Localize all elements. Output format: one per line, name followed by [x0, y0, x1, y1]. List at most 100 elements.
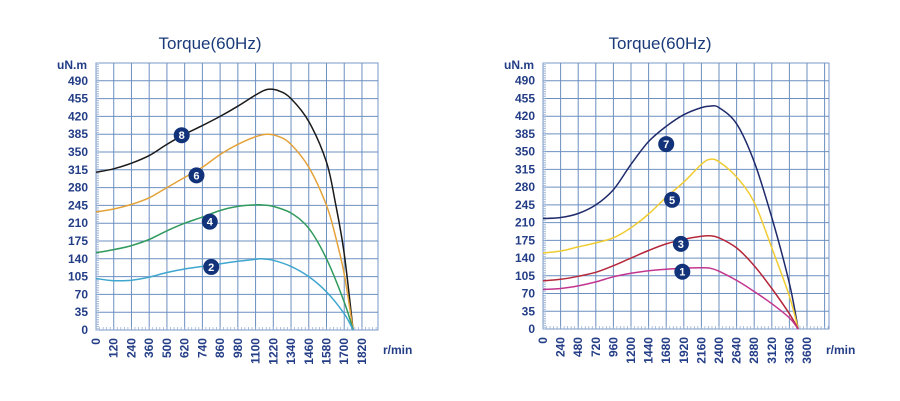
badge-circle — [672, 235, 689, 252]
y-tick-label: 315 — [515, 162, 535, 176]
x-tick-label: 1820 — [355, 338, 369, 365]
badge-circle — [188, 167, 205, 184]
x-tick-label: 0 — [536, 337, 550, 344]
y-tick-label: 490 — [68, 74, 88, 88]
x-tick-label: 1580 — [319, 338, 333, 365]
x-tick-label: 1100 — [249, 338, 263, 364]
x-tick-label: 740 — [195, 338, 209, 358]
y-tick-label: 350 — [515, 145, 535, 159]
plot-frame — [95, 62, 379, 331]
x-tick-label: 980 — [231, 338, 245, 358]
x-tick-label: 240 — [124, 338, 138, 358]
badge-label: 2 — [208, 262, 214, 274]
x-tick-label: 1200 — [624, 337, 638, 364]
x-tick-label: 860 — [213, 338, 227, 358]
chart-title: Torque(60Hz) — [159, 34, 262, 53]
curve-3-badge: 3 — [672, 235, 689, 252]
x-tick-label: 2400 — [712, 337, 726, 364]
y-tick-label: 490 — [515, 74, 535, 88]
y-tick-label: 140 — [68, 252, 88, 266]
y-tick-label: 140 — [515, 251, 535, 265]
x-tick-label: 120 — [107, 338, 121, 358]
y-tick-label: 280 — [68, 181, 88, 195]
plot-frame — [542, 62, 830, 330]
y-tick-label: 70 — [522, 287, 536, 301]
grid — [95, 62, 379, 331]
badge-label: 8 — [179, 130, 185, 142]
x-tick-label: 2880 — [747, 337, 761, 364]
y-tick-label: 280 — [515, 180, 535, 194]
x-tick-label: 1440 — [642, 337, 656, 364]
y-tick-label: 315 — [68, 163, 88, 177]
x-tick-label: 2160 — [694, 337, 708, 364]
badge-circle — [658, 136, 675, 153]
y-tick-label: 105 — [68, 270, 88, 284]
y-tick-label: 70 — [75, 287, 89, 301]
x-tick-label: 3120 — [765, 337, 779, 364]
x-tick-label: 480 — [571, 337, 585, 357]
x-tick-label: 500 — [160, 338, 174, 358]
x-axis-unit: r/min — [383, 343, 412, 357]
x-tick-label: 1460 — [302, 338, 316, 365]
y-tick-label: 420 — [68, 109, 88, 123]
badge-circle — [203, 258, 220, 275]
y-tick-label: 420 — [515, 109, 535, 123]
y-tick-label: 455 — [68, 92, 88, 106]
series-8-curve — [95, 88, 354, 331]
x-tick-label: 1340 — [284, 338, 298, 365]
badge-label: 7 — [663, 139, 669, 151]
badge-circle — [173, 127, 190, 144]
y-tick-label: 0 — [81, 323, 88, 337]
y-tick-label: 350 — [68, 145, 88, 159]
curve-4-badge: 4 — [201, 213, 218, 230]
grid — [542, 62, 830, 330]
series-7-curve — [542, 104, 799, 330]
series-6-curve — [95, 133, 354, 331]
y-tick-label: 35 — [522, 304, 536, 318]
y-tick-label: 245 — [515, 198, 535, 212]
series-2-curve — [95, 257, 354, 331]
badge-circle — [674, 263, 691, 280]
y-tick-label: 385 — [515, 127, 535, 141]
curve-5-badge: 5 — [664, 191, 681, 208]
badge-label: 3 — [678, 239, 684, 251]
badge-label: 4 — [207, 217, 214, 229]
badge-label: 5 — [669, 195, 675, 207]
x-tick-label: 360 — [142, 338, 156, 358]
y-tick-label: 245 — [68, 198, 88, 212]
y-tick-label: 0 — [528, 322, 535, 336]
y-tick-label: 210 — [68, 216, 88, 230]
y-tick-label: 210 — [515, 216, 535, 230]
badge-circle — [201, 213, 218, 230]
y-tick-label: 105 — [515, 269, 535, 283]
y-axis-unit: uN.m — [504, 58, 534, 72]
right-torque-chart: Torque(60Hz) uN.m r/min 0357010514017521… — [504, 34, 855, 364]
curve-8-badge: 8 — [173, 127, 190, 144]
y-axis-unit: uN.m — [57, 58, 87, 72]
curve-2-badge: 2 — [203, 258, 220, 275]
y-tick-label: 175 — [515, 233, 535, 247]
x-tick-label: 240 — [554, 337, 568, 357]
x-axis-unit: r/min — [826, 343, 855, 357]
y-tick-label: 35 — [75, 305, 89, 319]
x-tick-label: 1920 — [677, 337, 691, 364]
x-tick-label: 1700 — [337, 338, 351, 365]
x-tick-label: 620 — [178, 338, 192, 358]
x-tick-label: 1220 — [266, 338, 280, 365]
badge-label: 1 — [679, 267, 685, 279]
y-tick-label: 385 — [68, 127, 88, 141]
x-tick-label: 720 — [589, 337, 603, 357]
x-tick-label: 2640 — [730, 337, 744, 364]
badge-label: 6 — [193, 170, 199, 182]
curve-1-badge: 1 — [674, 263, 691, 280]
y-tick-label: 455 — [515, 91, 535, 105]
x-tick-label: 3360 — [782, 337, 796, 364]
curve-7-badge: 7 — [658, 136, 675, 153]
series-5-curve — [542, 158, 799, 330]
y-tick-label: 175 — [68, 234, 88, 248]
badge-circle — [664, 191, 681, 208]
x-tick-label: 3600 — [800, 337, 814, 364]
x-tick-label: 960 — [606, 337, 620, 357]
chart-title: Torque(60Hz) — [609, 34, 712, 53]
